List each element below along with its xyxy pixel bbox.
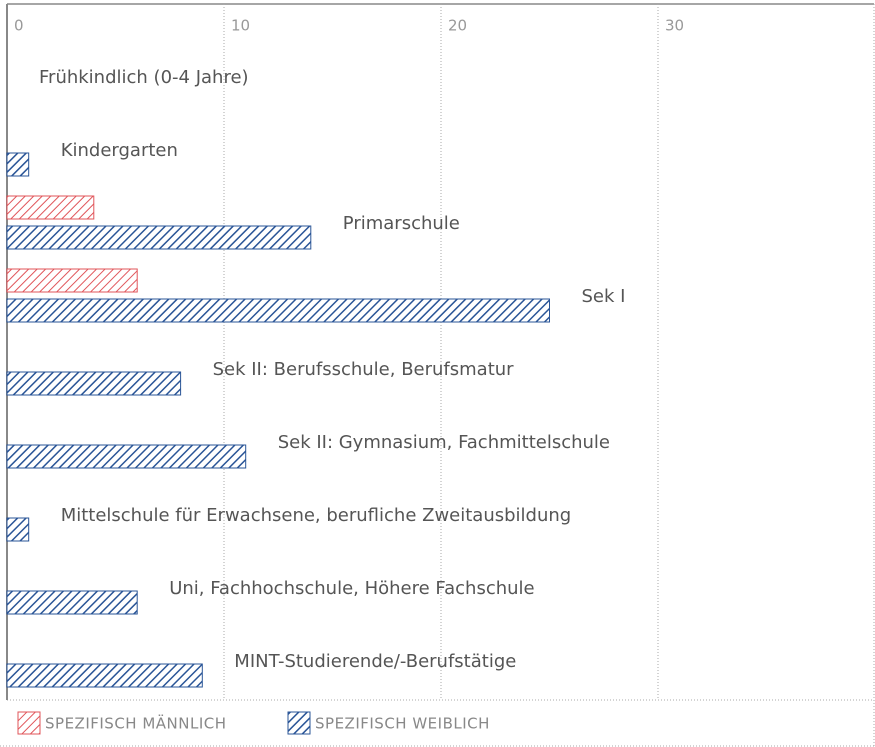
bar [6, 663, 203, 688]
bar [6, 152, 30, 177]
category-label: Sek II: Berufsschule, Berufsmatur [213, 359, 515, 380]
bar [6, 268, 138, 293]
legend-label: SPEZIFISCH WEIBLICH [315, 715, 490, 733]
x-tick-label: 0 [14, 17, 24, 35]
category-label: Sek I [582, 286, 626, 307]
category-label: MINT-Studierende/-Berufstätige [234, 651, 516, 672]
legend-label: SPEZIFISCH MÄNNLICH [45, 714, 227, 733]
legend-swatch [287, 711, 311, 735]
legend-swatch [17, 711, 41, 735]
category-label: Frühkindlich (0-4 Jahre) [39, 67, 249, 88]
category-label: Sek II: Gymnasium, Fachmittelschule [278, 432, 610, 453]
bar [6, 444, 247, 469]
category-label: Uni, Fachhochschule, Höhere Fachschule [169, 578, 534, 599]
x-tick-label: 10 [231, 17, 250, 35]
bar [6, 371, 182, 396]
bar [6, 590, 138, 615]
bar [6, 195, 95, 220]
x-tick-label: 20 [448, 17, 467, 35]
bar [6, 298, 550, 323]
bar [6, 517, 30, 542]
category-label: Primarschule [343, 213, 460, 234]
bar [6, 225, 312, 250]
x-tick-label: 30 [665, 17, 684, 35]
category-label: Mittelschule für Erwachsene, berufliche … [61, 505, 572, 526]
category-label: Kindergarten [61, 140, 178, 161]
